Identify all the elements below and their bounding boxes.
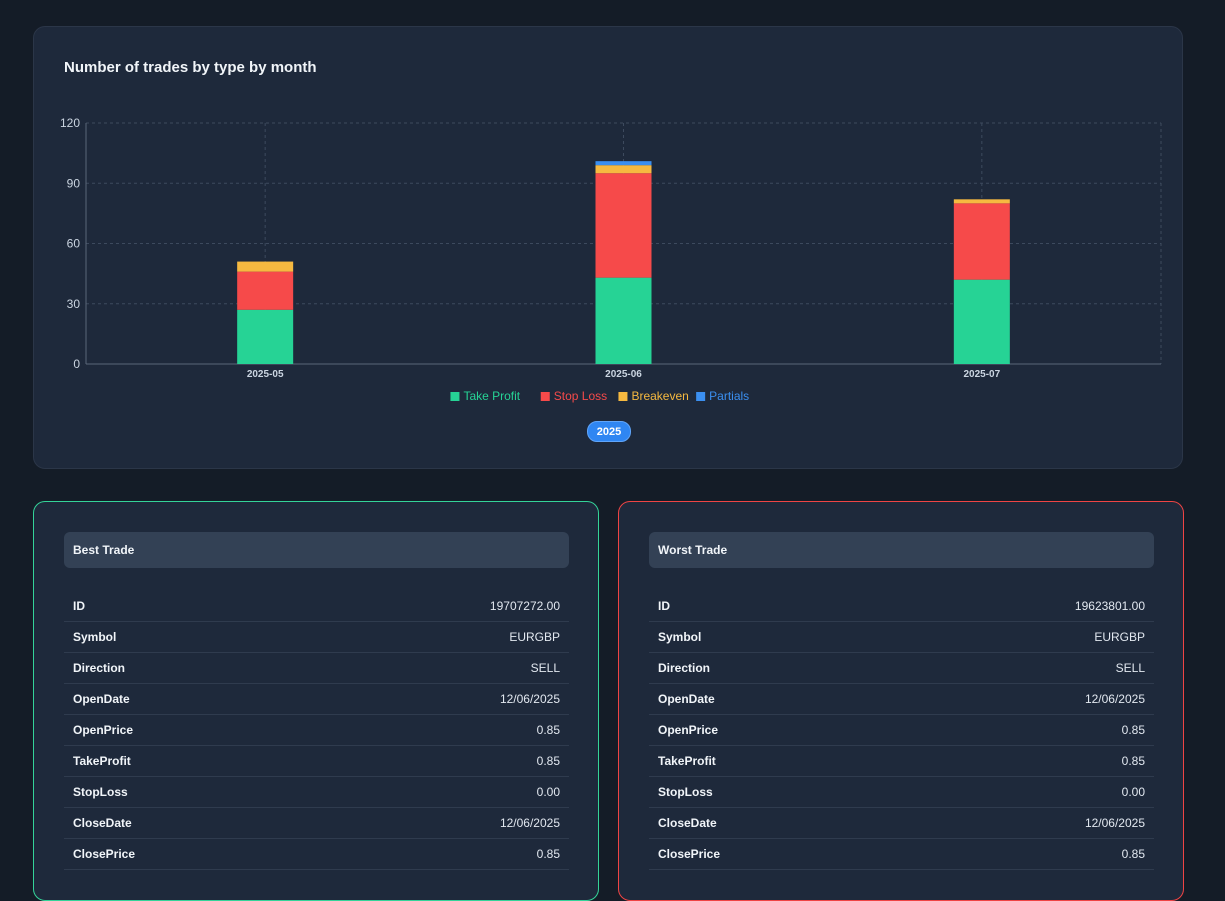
table-row: Symbol EURGBP xyxy=(649,622,1154,653)
row-label: Symbol xyxy=(73,630,117,644)
bar-segment xyxy=(595,161,652,166)
table-row: CloseDate 12/06/2025 xyxy=(649,808,1154,839)
legend-label: Partials xyxy=(709,389,749,403)
bar-segment xyxy=(237,261,294,272)
x-tick-label: 2025-05 xyxy=(247,369,284,380)
row-value: 0.85 xyxy=(536,754,560,768)
row-value: 19707272.00 xyxy=(489,599,560,613)
table-row: OpenDate 12/06/2025 xyxy=(64,684,569,715)
table-row: Symbol EURGBP xyxy=(64,622,569,653)
row-value: 0.85 xyxy=(536,847,560,861)
row-value: EURGBP xyxy=(1094,630,1145,644)
row-label: ID xyxy=(658,599,670,613)
row-value: 0.00 xyxy=(536,785,560,799)
row-label: OpenPrice xyxy=(73,723,134,737)
row-value: 12/06/2025 xyxy=(499,692,560,706)
bar-segment xyxy=(595,277,652,364)
row-label: Direction xyxy=(658,661,711,675)
table-row: OpenDate 12/06/2025 xyxy=(649,684,1154,715)
row-value: 12/06/2025 xyxy=(1084,816,1145,830)
legend-swatch xyxy=(696,392,706,401)
table-row: ClosePrice 0.85 xyxy=(64,839,569,870)
legend-label: Stop Loss xyxy=(554,389,607,403)
chart-card: Number of trades by type by month 0 30 60 9… xyxy=(33,26,1183,469)
row-label: OpenPrice xyxy=(658,723,719,737)
row-label: CloseDate xyxy=(73,816,132,830)
worst-trade-card: Worst Trade ID 19623801.00 Symbol EURGBP D… xyxy=(618,501,1184,901)
y-tick-label: 90 xyxy=(67,176,81,190)
bar-segment xyxy=(237,271,294,310)
table-row: TakeProfit 0.85 xyxy=(649,746,1154,777)
x-tick-label: 2025-07 xyxy=(963,369,1000,380)
table-row: CloseDate 12/06/2025 xyxy=(64,808,569,839)
row-value: 0.85 xyxy=(1121,847,1145,861)
bar-segment xyxy=(595,165,652,174)
row-value: SELL xyxy=(530,661,560,675)
table-row: ClosePrice 0.85 xyxy=(649,839,1154,870)
best-trade-header: Best Trade xyxy=(64,532,569,568)
table-row: OpenPrice 0.85 xyxy=(649,715,1154,746)
bar-segment xyxy=(953,279,1010,364)
row-label: ClosePrice xyxy=(73,847,136,861)
worst-trade-table: ID 19623801.00 Symbol EURGBP Direction SELL… xyxy=(649,591,1154,870)
y-tick-label: 120 xyxy=(60,116,80,130)
row-value: 12/06/2025 xyxy=(1084,692,1145,706)
bar-segment xyxy=(953,203,1010,280)
table-row: StopLoss 0.00 xyxy=(649,777,1154,808)
row-value: 0.85 xyxy=(1121,723,1145,737)
row-value: 0.85 xyxy=(536,723,560,737)
legend-label: Breakeven xyxy=(631,389,688,403)
chart-title: Number of trades by type by month xyxy=(64,59,317,76)
row-label: CloseDate xyxy=(658,816,717,830)
table-row: ID 19707272.00 xyxy=(64,591,569,622)
row-label: StopLoss xyxy=(73,785,128,799)
row-label: StopLoss xyxy=(658,785,713,799)
bar-segment xyxy=(595,173,652,278)
row-label: Symbol xyxy=(658,630,702,644)
best-trade-card: Best Trade ID 19707272.00 Symbol EURGBP Di… xyxy=(33,501,599,901)
row-label: OpenDate xyxy=(73,692,130,706)
year-filter-chip[interactable]: 2025 xyxy=(587,421,631,442)
y-tick-label: 0 xyxy=(73,357,80,371)
row-value: EURGBP xyxy=(509,630,560,644)
row-value: 0.00 xyxy=(1121,785,1145,799)
row-label: ClosePrice xyxy=(658,847,721,861)
y-tick-label: 30 xyxy=(67,297,81,311)
legend-swatch xyxy=(540,392,550,401)
row-label: TakeProfit xyxy=(73,754,131,768)
row-value: 19623801.00 xyxy=(1074,599,1145,613)
bar-segment xyxy=(237,309,294,364)
legend-swatch xyxy=(618,392,628,401)
y-tick-label: 60 xyxy=(67,237,81,251)
table-row: ID 19623801.00 xyxy=(649,591,1154,622)
bar-segment xyxy=(953,199,1010,204)
table-row: StopLoss 0.00 xyxy=(64,777,569,808)
row-label: TakeProfit xyxy=(658,754,716,768)
row-label: Direction xyxy=(73,661,126,675)
row-value: 0.85 xyxy=(1121,754,1145,768)
table-row: TakeProfit 0.85 xyxy=(64,746,569,777)
table-row: Direction SELL xyxy=(649,653,1154,684)
table-row: Direction SELL xyxy=(64,653,569,684)
legend-label: Take Profit xyxy=(463,389,520,403)
row-value: 12/06/2025 xyxy=(499,816,560,830)
row-label: OpenDate xyxy=(658,692,715,706)
legend-swatch xyxy=(450,392,460,401)
best-trade-table: ID 19707272.00 Symbol EURGBP Direction SELL… xyxy=(64,591,569,870)
row-label: ID xyxy=(73,599,85,613)
stacked-bar-chart: 0 30 60 90 120 2025-05 2025-06 2025-07 Take Prof… xyxy=(60,116,1162,403)
x-tick-label: 2025-06 xyxy=(605,369,642,380)
table-row: OpenPrice 0.85 xyxy=(64,715,569,746)
row-value: SELL xyxy=(1115,661,1145,675)
worst-trade-header: Worst Trade xyxy=(649,532,1154,568)
